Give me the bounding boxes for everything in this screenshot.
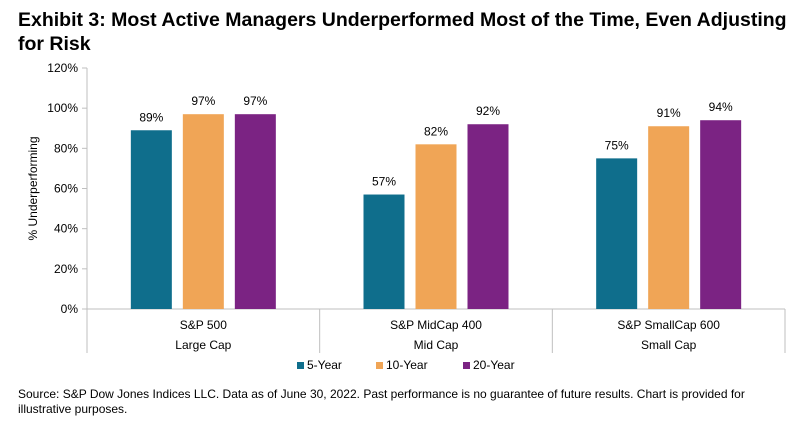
bar-10-year-0 — [182, 114, 224, 309]
data-label: 57% — [372, 175, 396, 189]
data-label: 97% — [243, 94, 267, 108]
data-label: 82% — [424, 124, 448, 138]
bar-5-year-2 — [596, 158, 638, 309]
y-tick-label: 0% — [61, 302, 79, 316]
chart-title: Exhibit 3: Most Active Managers Underper… — [18, 9, 787, 55]
source-note: Source: S&P Dow Jones Indices LLC. Data … — [18, 387, 745, 416]
bar-10-year-1 — [415, 144, 457, 309]
category-group-label: Large Cap — [175, 338, 231, 352]
y-tick-label: 40% — [54, 222, 78, 236]
bar-10-year-2 — [648, 126, 690, 309]
y-tick-label: 60% — [54, 182, 78, 196]
legend-label: 5-Year — [307, 358, 342, 372]
legend-swatch-10-year — [376, 362, 383, 369]
bar-20-year-0 — [234, 114, 276, 309]
bar-5-year-1 — [363, 194, 405, 309]
bar-20-year-2 — [700, 120, 742, 309]
y-axis-label: % Underperforming — [26, 136, 40, 240]
legend-swatch-20-year — [463, 362, 470, 369]
bar-5-year-0 — [130, 130, 172, 309]
y-tick-label: 120% — [47, 61, 78, 75]
y-tick-label: 80% — [54, 141, 78, 155]
bar-20-year-1 — [467, 124, 509, 309]
data-label: 75% — [605, 138, 629, 152]
y-tick-label: 100% — [47, 101, 78, 115]
data-label: 91% — [657, 106, 681, 120]
category-label: S&P MidCap 400 — [390, 318, 482, 332]
category-group-label: Small Cap — [641, 338, 697, 352]
y-tick-label: 20% — [54, 262, 78, 276]
category-label: S&P 500 — [180, 318, 227, 332]
data-label: 94% — [709, 100, 733, 114]
category-group-label: Mid Cap — [414, 338, 459, 352]
legend-label: 10-Year — [386, 358, 428, 372]
data-label: 92% — [476, 104, 500, 118]
data-label: 97% — [191, 94, 215, 108]
legend-label: 20-Year — [473, 358, 515, 372]
legend-swatch-5-year — [297, 362, 304, 369]
category-label: S&P SmallCap 600 — [617, 318, 720, 332]
data-label: 89% — [139, 110, 163, 124]
